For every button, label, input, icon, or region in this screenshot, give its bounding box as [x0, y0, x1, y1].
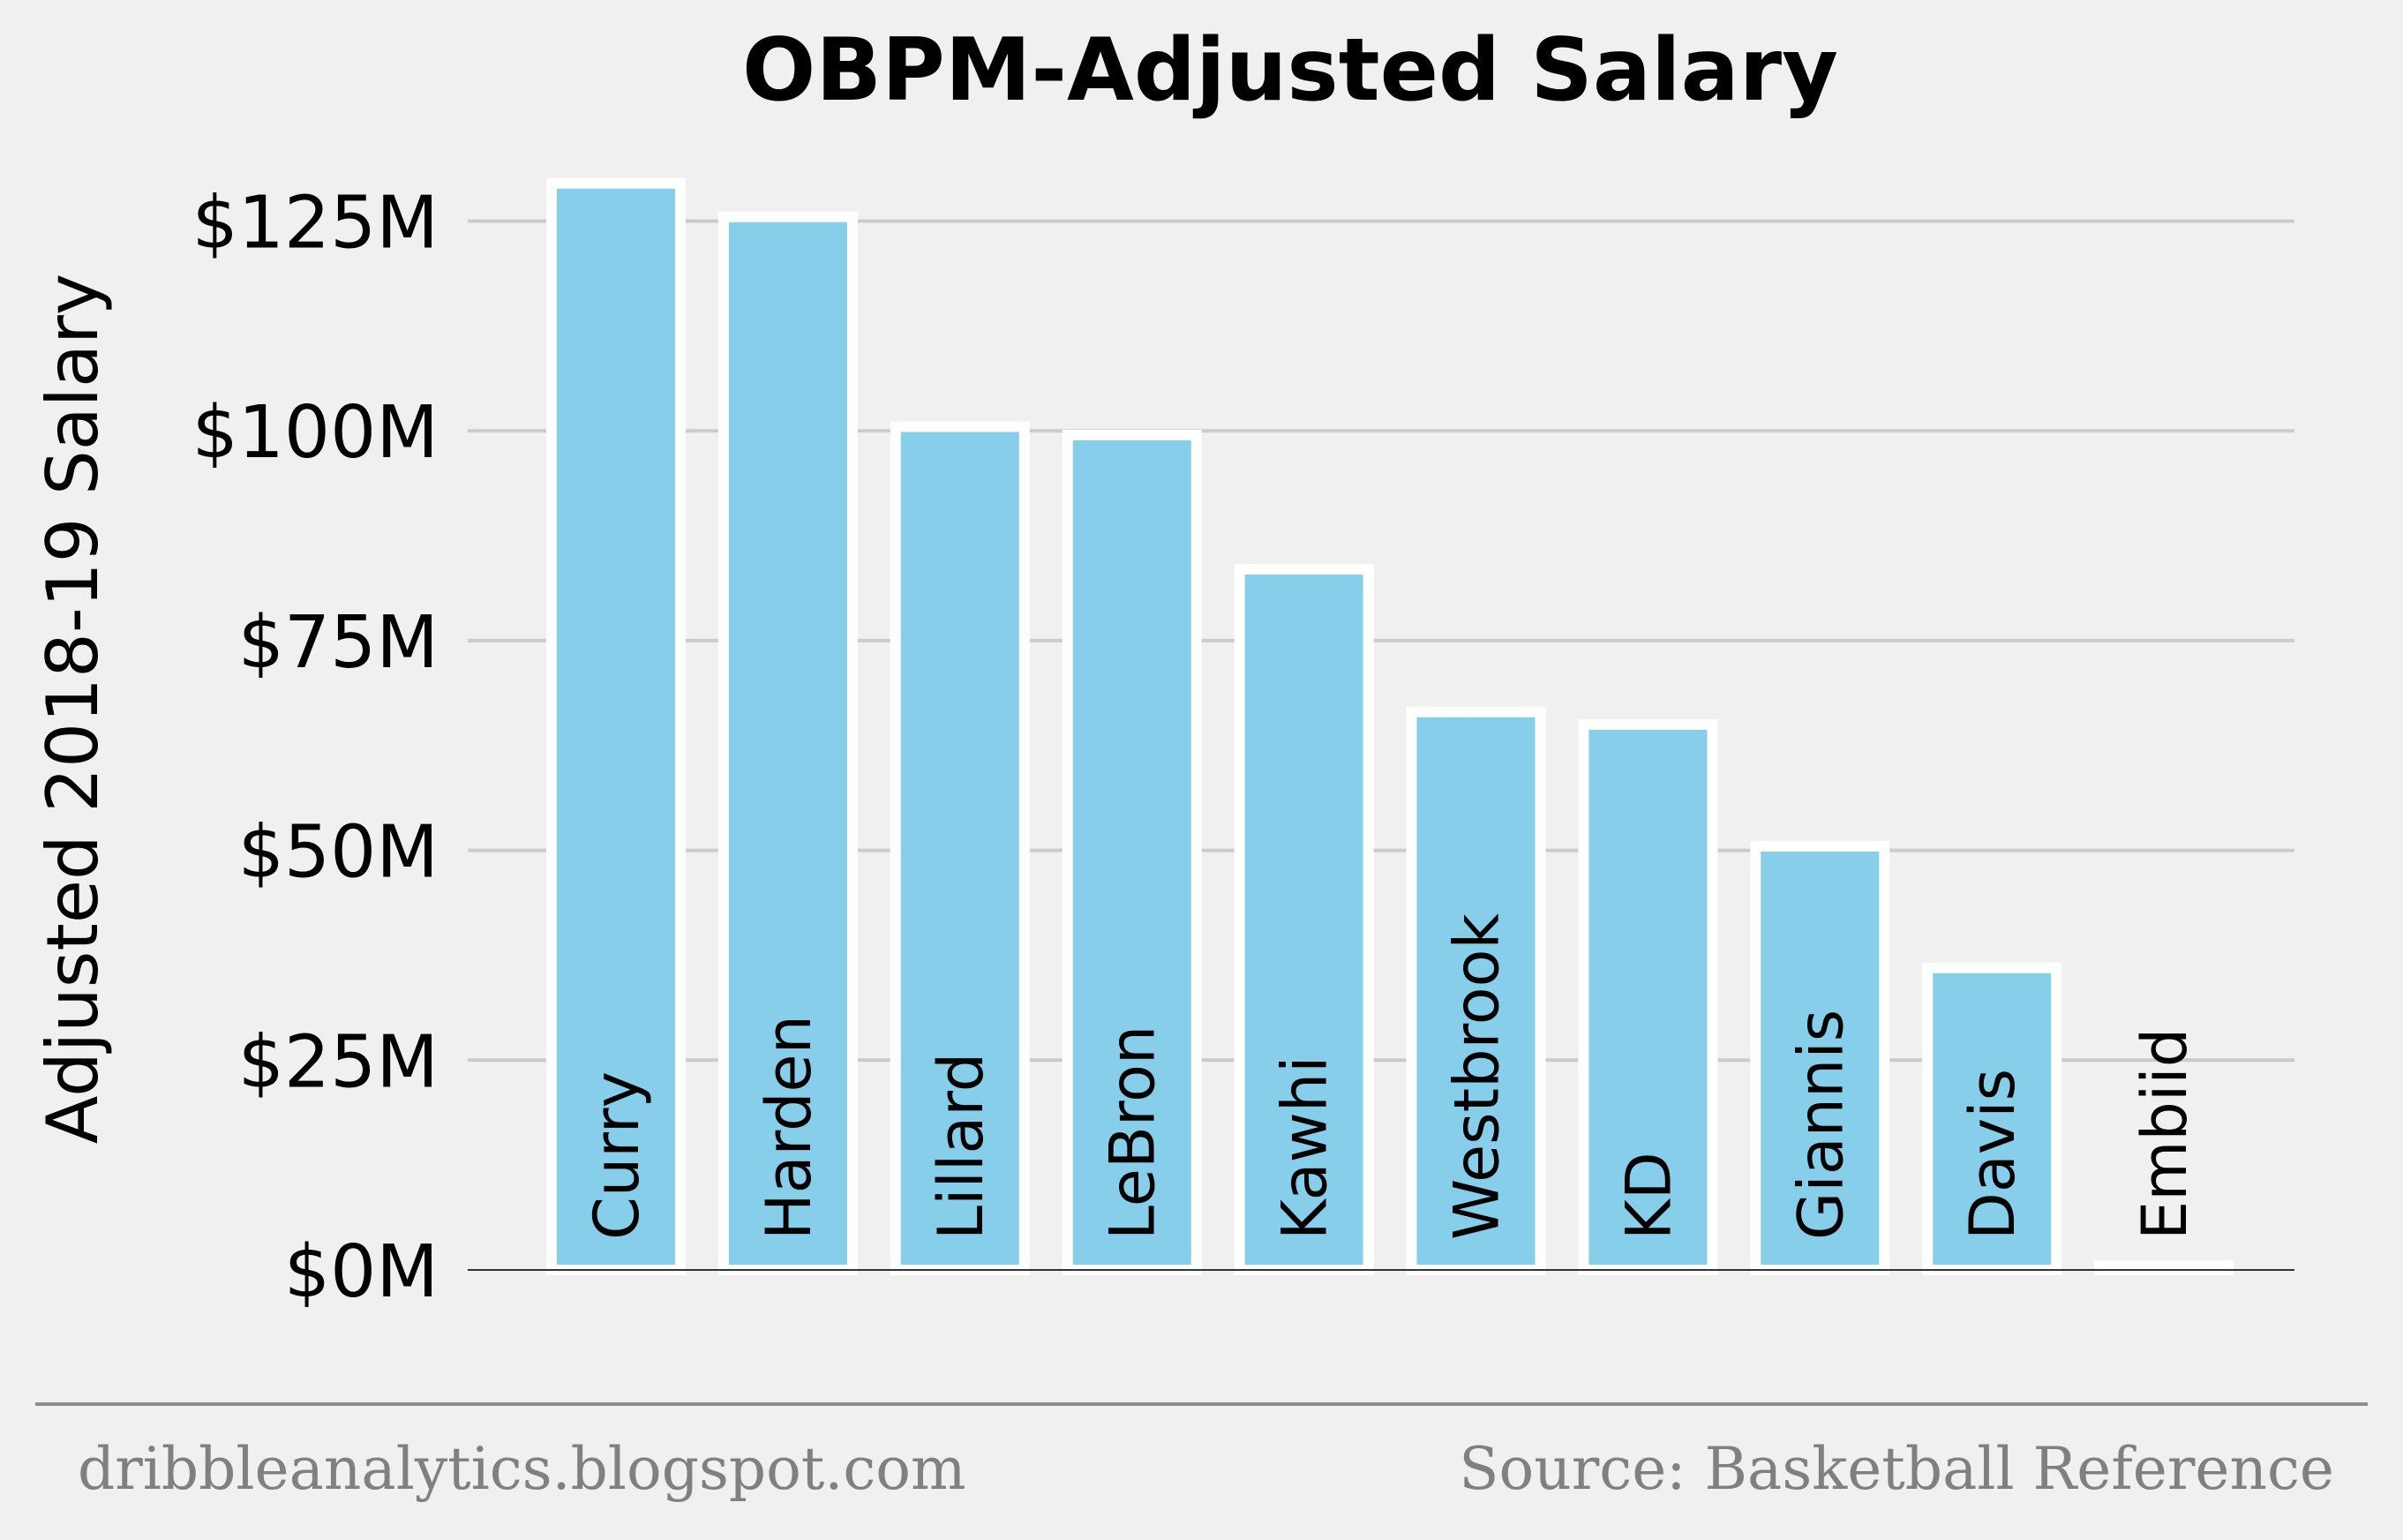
footer-blog: dribbleanalytics.blogspot.com — [78, 1435, 966, 1503]
y-tick-label: $50M — [238, 811, 439, 895]
bar-label-curry: Curry — [581, 1071, 653, 1240]
bar-label-kawhi: Kawhi — [1269, 1055, 1341, 1240]
bar-label-embiid: Embiid — [2129, 1028, 2201, 1240]
bar-label-lillard: Lillard — [925, 1053, 997, 1240]
bar-curry — [546, 177, 686, 1276]
bar-label-harden: Harden — [753, 1015, 825, 1240]
y-axis-label: Adjusted 2018-19 Salary — [32, 274, 114, 1144]
bar-label-davis: Davis — [1956, 1069, 2029, 1240]
chart-title: OBPM-Adjusted Salary — [742, 20, 1838, 121]
footer-source: Source: Basketball Reference — [1459, 1435, 2334, 1503]
y-tick-label: $75M — [238, 601, 439, 685]
bar-giannis — [1750, 840, 1890, 1275]
bar-westbrook — [1406, 706, 1546, 1275]
y-tick-label: $25M — [238, 1020, 439, 1104]
bars — [546, 177, 2234, 1276]
bar-kawhi — [1234, 564, 1374, 1275]
bar-kd — [1578, 718, 1718, 1275]
bar-label-kd: KD — [1612, 1152, 1685, 1240]
bar-labels: Curry Harden Lillard LeBron Kawhi Westbrook KD… — [581, 913, 2201, 1240]
bar-davis — [1922, 962, 2062, 1276]
y-tick-label: $100M — [192, 391, 439, 475]
y-tick-label: $125M — [192, 182, 439, 266]
y-tick-labels: $0M $25M $50M $75M $100M $125M — [192, 182, 439, 1315]
bar-label-giannis: Giannis — [1784, 1010, 1857, 1240]
y-tick-label: $0M — [284, 1230, 439, 1314]
bar-lebron — [1062, 429, 1202, 1276]
bar-label-westbrook: Westbrook — [1441, 913, 1513, 1240]
bar-label-lebron: LeBron — [1097, 1025, 1169, 1240]
bar-lillard — [890, 421, 1030, 1276]
